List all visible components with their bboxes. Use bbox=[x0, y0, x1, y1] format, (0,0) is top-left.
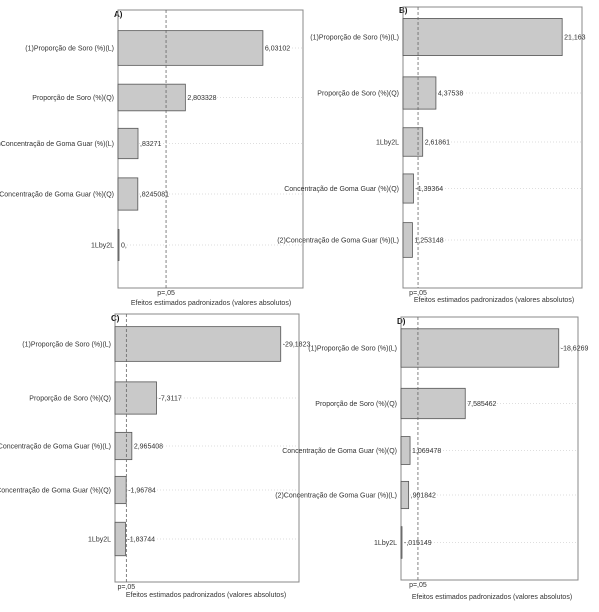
bar-value-label: ,8245081 bbox=[140, 192, 169, 199]
x-axis-label: Efeitos estimados padronizados (valores … bbox=[412, 594, 572, 601]
category-label: 1Lby2L bbox=[91, 243, 114, 250]
category-label: Proporção de Soro (%)(Q) bbox=[315, 401, 397, 408]
x-axis-label: Efeitos estimados padronizados (valores … bbox=[131, 300, 291, 307]
effect-bar bbox=[114, 381, 157, 415]
effect-bar bbox=[402, 222, 413, 258]
effect-bar bbox=[402, 127, 424, 157]
effect-bar bbox=[400, 387, 466, 420]
threshold-label: p=,05 bbox=[117, 584, 135, 591]
category-label: Proporção de Soro (%)(Q) bbox=[317, 91, 399, 98]
effect-bar bbox=[114, 521, 126, 557]
bar-value-label: -18,6269 bbox=[561, 346, 589, 353]
bar-value-label: 2,965408 bbox=[134, 444, 163, 451]
bar-value-label: -1,83744 bbox=[127, 537, 155, 544]
category-label: Concentração de Goma Guar (%)(Q) bbox=[0, 192, 114, 199]
category-label: Concentração de Goma Guar (%)(Q) bbox=[284, 186, 399, 193]
bar-value-label: 2,803328 bbox=[187, 95, 216, 102]
x-axis-label: Efeitos estimados padronizados (valores … bbox=[126, 592, 286, 599]
bar-value-label: -7,3117 bbox=[159, 396, 182, 403]
effect-bar bbox=[400, 480, 410, 510]
effect-bar bbox=[400, 526, 403, 559]
category-label: (2)Concentração de Goma Guar (%)(L) bbox=[0, 141, 114, 148]
pareto-panel-a: A)6,03102(1)Proporção de Soro (%)(L)2,80… bbox=[0, 9, 304, 307]
bar-value-label: 1,069478 bbox=[412, 448, 441, 455]
bar-value-label: -1,39364 bbox=[415, 186, 443, 193]
threshold-label: p=,05 bbox=[409, 290, 427, 297]
effect-bar bbox=[117, 30, 264, 66]
category-label: 1Lby2L bbox=[376, 140, 399, 147]
bar-value-label: 7,585462 bbox=[467, 401, 496, 408]
category-label: (2)Concentração de Goma Guar (%)(L) bbox=[0, 444, 111, 451]
category-label: 1Lby2L bbox=[88, 537, 111, 544]
effect-bar bbox=[114, 326, 282, 362]
bar-value-label: 1,253148 bbox=[414, 238, 443, 245]
category-label: (1)Proporção de Soro (%)(L) bbox=[25, 46, 114, 53]
category-label: (2)Concentração de Goma Guar (%)(L) bbox=[275, 493, 397, 500]
threshold-label: p=,05 bbox=[409, 582, 427, 589]
effect-bar bbox=[114, 475, 127, 505]
bar-value-label: ,901842 bbox=[411, 493, 436, 500]
category-label: (1)Proporção de Soro (%)(L) bbox=[308, 346, 397, 353]
bar-value-label: 2,61861 bbox=[425, 140, 450, 147]
effect-bar bbox=[402, 17, 563, 57]
category-label: Proporção de Soro (%)(Q) bbox=[29, 396, 111, 403]
category-label: Concentração de Goma Guar (%)(Q) bbox=[0, 488, 111, 495]
category-label: (2)Concentração de Goma Guar (%)(L) bbox=[277, 238, 399, 245]
category-label: (1)Proporção de Soro (%)(L) bbox=[22, 342, 111, 349]
bar-value-label: -29,1823 bbox=[283, 342, 311, 349]
category-label: 1Lby2L bbox=[374, 540, 397, 547]
effect-bar bbox=[117, 83, 186, 112]
effect-bar bbox=[400, 328, 560, 368]
pareto-panel-c: C)-29,1823(1)Proporção de Soro (%)(L)-7,… bbox=[0, 313, 311, 599]
effect-bar bbox=[117, 229, 120, 261]
pareto-panel-b: B)21,163(1)Proporção de Soro (%)(L)4,375… bbox=[277, 6, 585, 304]
effect-bar bbox=[402, 76, 437, 110]
bar-value-label: 0, bbox=[121, 243, 127, 250]
effect-bar bbox=[117, 127, 139, 160]
effect-bar bbox=[117, 177, 139, 211]
effect-bar bbox=[114, 431, 133, 461]
bar-value-label: 6,03102 bbox=[265, 46, 290, 53]
bar-value-label: 4,37538 bbox=[438, 91, 463, 98]
category-label: Concentração de Goma Guar (%)(Q) bbox=[282, 448, 397, 455]
pareto-panel-d: D)-18,6269(1)Proporção de Soro (%)(L)7,5… bbox=[275, 316, 589, 601]
bar-value-label: ,83271 bbox=[140, 141, 162, 148]
category-label: (1)Proporção de Soro (%)(L) bbox=[310, 35, 399, 42]
x-axis-label: Efeitos estimados padronizados (valores … bbox=[414, 297, 574, 304]
threshold-label: p=,05 bbox=[157, 290, 175, 297]
effect-bar bbox=[402, 173, 414, 204]
bar-value-label: 21,163 bbox=[564, 35, 586, 42]
effect-bar bbox=[400, 436, 411, 465]
bar-value-label: -1,96784 bbox=[128, 488, 156, 495]
category-label: Proporção de Soro (%)(Q) bbox=[32, 95, 114, 102]
